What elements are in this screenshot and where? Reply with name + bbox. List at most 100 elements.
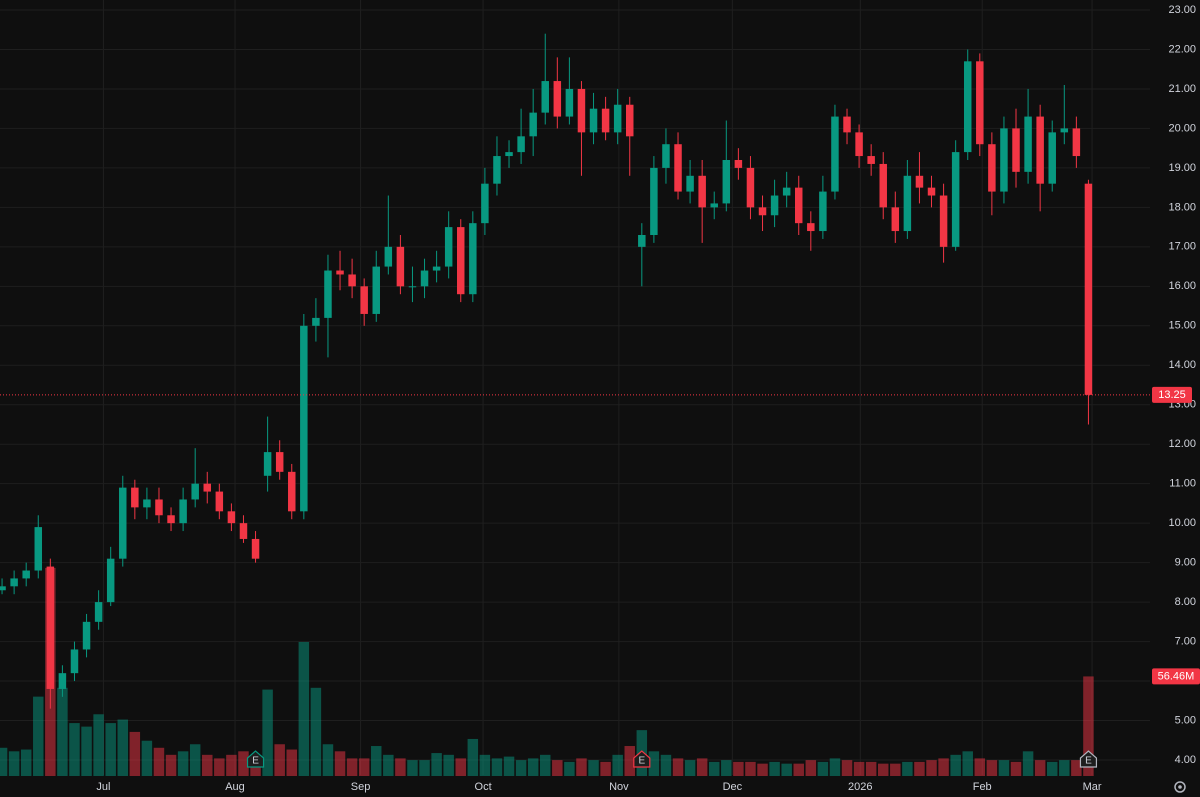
candle-body [469, 223, 477, 295]
volume-bar [371, 746, 382, 776]
price-pane [0, 33, 1150, 709]
candle-body [710, 203, 718, 208]
candle-body [0, 586, 6, 591]
volume-bar [781, 763, 792, 776]
candle-body [565, 88, 574, 117]
earnings-label: E [1085, 756, 1092, 767]
volume-bar [383, 754, 394, 776]
candle-body [951, 152, 960, 247]
volume-bar [1046, 761, 1058, 776]
candle-body [843, 116, 851, 133]
candle-body [1048, 132, 1056, 184]
volume-bar [684, 760, 696, 776]
candle-body [939, 195, 948, 247]
candle-body [722, 160, 731, 204]
candle-body [577, 88, 586, 133]
candle-body [589, 108, 598, 133]
candle-body [758, 207, 767, 216]
volume-bar [926, 760, 937, 776]
volume-bar [914, 761, 925, 776]
candle-body [505, 152, 513, 157]
candle-body [372, 266, 380, 314]
last-volume-box [1152, 668, 1200, 685]
candle-body [384, 246, 393, 267]
volume-bar [540, 754, 551, 776]
candle-body [288, 471, 296, 512]
candle-body [227, 511, 236, 524]
volume-bar [721, 760, 732, 776]
candle-body [819, 191, 827, 232]
volume-bar [950, 754, 961, 776]
earnings-marker [246, 750, 265, 768]
candle-body [143, 499, 151, 508]
x-tick-label: Sep [351, 781, 371, 793]
volume-bar [310, 687, 322, 776]
volume-bar [214, 758, 225, 776]
earnings-marker [633, 750, 651, 768]
volume-bar [829, 758, 841, 776]
candle-body [855, 132, 863, 157]
candle-body [613, 104, 622, 133]
volume-bar [395, 758, 406, 776]
volume-bar [1022, 751, 1034, 776]
settings-gear-center[interactable] [1178, 785, 1182, 789]
candle-body [541, 81, 549, 113]
candle-body [82, 621, 91, 650]
y-tick-label: 14.00 [1168, 359, 1196, 371]
candle-body [348, 274, 356, 287]
volume-bar [564, 761, 575, 776]
y-tick-label: 11.00 [1169, 478, 1196, 490]
settings-gear[interactable] [1174, 781, 1186, 793]
volume-bar [117, 719, 129, 776]
volume-bar [974, 758, 986, 776]
candle-body [927, 187, 936, 196]
volume-bar [358, 758, 370, 776]
volume-bar [998, 760, 1010, 776]
candle-body [300, 325, 308, 512]
candle-body [251, 538, 260, 559]
candle-body [396, 246, 405, 287]
y-tick-label: 19.00 [1168, 162, 1196, 174]
candle-body [22, 570, 30, 579]
volume-bar [467, 738, 479, 776]
candle-body [34, 527, 43, 571]
volume-bar [890, 763, 901, 776]
volume-bar [902, 761, 913, 776]
y-tick-label: 10.00 [1168, 517, 1196, 529]
y-tick-label: 12.00 [1168, 438, 1196, 450]
candle-body [324, 270, 332, 318]
volume-bar [1083, 676, 1094, 776]
volume-bar [503, 756, 515, 776]
volume-bar [986, 760, 998, 776]
volume-bar [431, 753, 442, 776]
earnings-label: E [638, 756, 645, 767]
settings-icon[interactable] [1174, 781, 1186, 793]
candle-body [191, 483, 199, 500]
candle-body [601, 108, 610, 133]
volume-bar [696, 758, 708, 776]
volume-bar [769, 761, 780, 776]
y-tick-label: 21.00 [1168, 83, 1196, 95]
last-price-box [1152, 386, 1192, 403]
volume-bar [491, 758, 503, 776]
candle-body [915, 175, 924, 188]
candle-body [963, 61, 972, 153]
candle-body [662, 144, 670, 168]
candle-body [638, 235, 646, 247]
volume-bar [708, 761, 720, 776]
volume-bar [93, 714, 104, 776]
axes: 4.005.006.007.008.009.0010.0011.0012.001… [96, 4, 1200, 793]
candle-body [119, 487, 127, 559]
volume-bar [238, 751, 249, 776]
volume-bar [805, 760, 817, 776]
volume-bar [177, 751, 189, 776]
candle-body [420, 270, 429, 287]
volume-bar [588, 760, 599, 776]
candle-body [131, 487, 139, 508]
candle-body [517, 136, 525, 153]
candle-body [976, 61, 984, 145]
volume-bar [141, 740, 153, 776]
volume-bar [165, 754, 177, 776]
x-tick-label: Jul [96, 781, 110, 793]
x-tick-label: Mar [1083, 781, 1102, 793]
